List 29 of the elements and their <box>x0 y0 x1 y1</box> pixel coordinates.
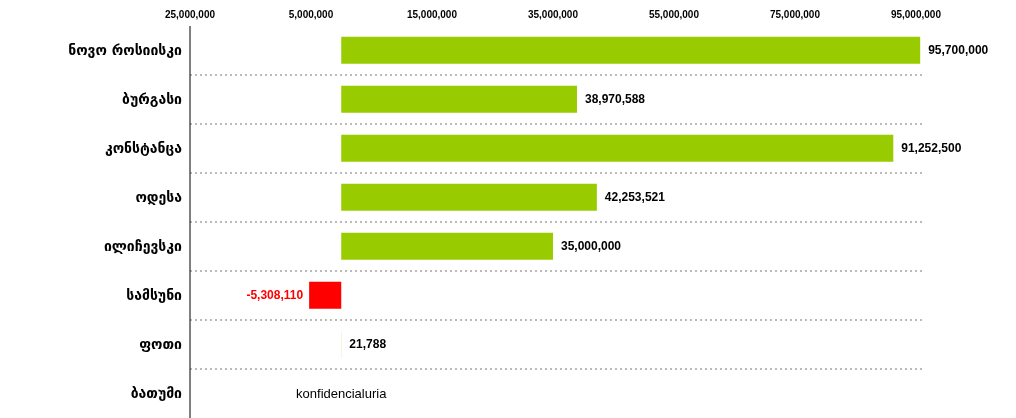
bar <box>341 232 553 260</box>
data-label: -5,308,110 <box>246 288 304 303</box>
y-tick-label: სამსუნი <box>126 287 183 304</box>
data-label: 21,788 <box>349 337 387 352</box>
data-label: 42,253,521 <box>604 190 666 205</box>
bar <box>341 36 921 64</box>
x-tick-label: 55,000,000 <box>648 9 700 20</box>
y-tick-label: ფოთი <box>139 336 183 353</box>
annotation: konfidencialuria <box>296 386 388 402</box>
bar <box>309 281 342 309</box>
bar <box>341 85 577 113</box>
y-tick-label: ილიჩევსკი <box>103 238 183 255</box>
data-label: 35,000,000 <box>560 239 622 254</box>
bar <box>341 183 597 211</box>
y-tick-label: ოდესა <box>135 189 183 206</box>
data-label: 91,252,500 <box>901 141 962 156</box>
x-tick-label: 95,000,000 <box>890 9 942 20</box>
x-tick-label: 75,000,000 <box>769 9 821 20</box>
y-tick-label: ნოვო როსიისკი <box>68 42 183 59</box>
y-tick-label: ბათუმი <box>130 385 183 402</box>
x-tick-label: 25,000,000 <box>164 9 216 20</box>
data-label: 95,700,000 <box>928 43 989 58</box>
y-tick-label: კონსტანცა <box>104 140 183 157</box>
x-tick-label: 15,000,000 <box>406 9 458 20</box>
bar <box>341 134 894 162</box>
data-label: 38,970,588 <box>585 92 646 107</box>
y-tick-label: ბურგასი <box>122 91 183 108</box>
x-tick-label: 35,000,000 <box>527 9 579 20</box>
x-tick-label: 5,000,000 <box>288 9 334 20</box>
